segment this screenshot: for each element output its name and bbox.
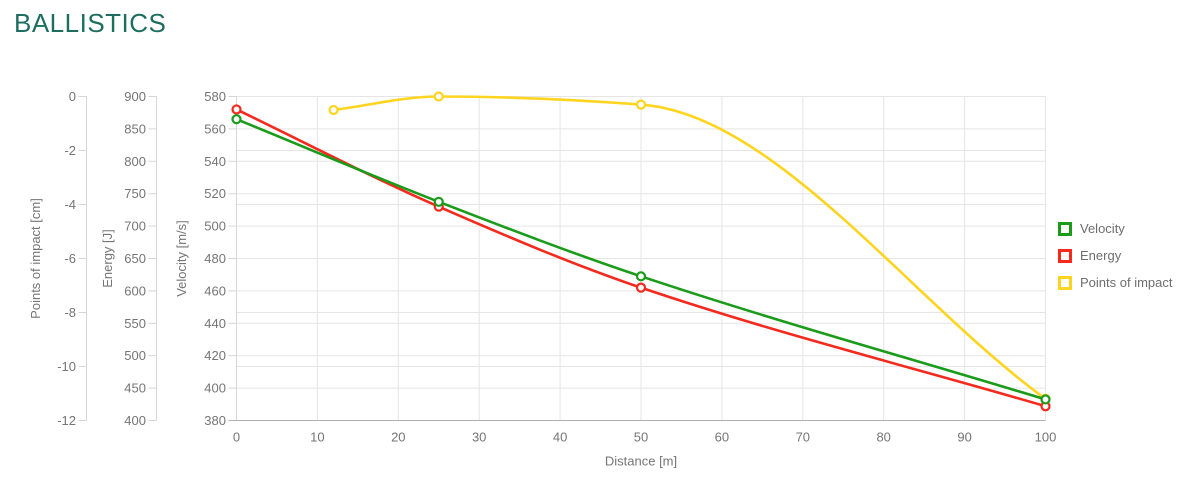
x-axis-tick-label: 100: [1035, 430, 1057, 445]
y-axis-tick-label-velocity: 500: [204, 219, 226, 234]
y-axis-tick-label-energy: 650: [124, 251, 146, 266]
x-axis-tick-label: 30: [472, 430, 486, 445]
y-axis-tick-label-energy: 900: [124, 89, 146, 104]
page-title: BALLISTICS: [14, 8, 167, 38]
data-point-velocity[interactable]: [231, 114, 242, 125]
y-axis-tick-label-poi: -4: [64, 197, 76, 212]
y-axis-title-velocity: Velocity [m/s]: [174, 220, 189, 297]
y-axis-tick-label-velocity: 440: [204, 316, 226, 331]
x-axis-title: Distance [m]: [605, 454, 677, 469]
y-axis-tick-label-velocity: 420: [204, 348, 226, 363]
data-point-velocity[interactable]: [433, 196, 444, 207]
y-axis-tick-label-energy: 550: [124, 316, 146, 331]
x-axis-tick-label: 10: [310, 430, 324, 445]
y-axis-tick-label-velocity: 460: [204, 283, 226, 298]
y-axis-title-energy: Energy [J]: [100, 229, 115, 288]
data-point-velocity[interactable]: [1040, 394, 1051, 405]
y-axis-tick-label-velocity: 380: [204, 413, 226, 428]
y-axis-tick-label-velocity: 400: [204, 381, 226, 396]
legend-item-energy[interactable]: Energy: [1058, 249, 1173, 263]
y-axis-tick-label-energy: 450: [124, 381, 146, 396]
y-axis-tick-label-velocity: 480: [204, 251, 226, 266]
data-point-energy[interactable]: [231, 104, 242, 115]
y-axis-tick-label-poi: -8: [64, 305, 76, 320]
legend-swatch-velocity-icon: [1058, 222, 1072, 236]
x-axis-tick-label: 60: [715, 430, 729, 445]
y-axis-tick-label-poi: -2: [64, 143, 76, 158]
x-axis-tick-label: 80: [876, 430, 890, 445]
legend-label-energy: Energy: [1080, 248, 1122, 263]
y-axis-tick-label-energy: 600: [124, 283, 146, 298]
y-axis-tick-label-poi: -10: [57, 359, 76, 374]
y-axis-title-poi: Points of impact [cm]: [28, 198, 43, 319]
x-axis-tick-label: 90: [957, 430, 971, 445]
legend-swatch-energy-icon: [1058, 249, 1072, 263]
data-point-points-of-impact[interactable]: [328, 104, 339, 116]
x-axis-tick-label: 70: [796, 430, 810, 445]
y-axis-tick-label-poi: -6: [64, 251, 76, 266]
x-axis-tick-label: 40: [553, 430, 567, 445]
legend-label-points-of-impact: Points of impact: [1080, 275, 1173, 290]
data-point-points-of-impact[interactable]: [433, 91, 444, 102]
y-axis-tick-label-velocity: 560: [204, 121, 226, 136]
y-axis-tick-label-energy: 750: [124, 186, 146, 201]
y-axis-tick-label-energy: 400: [124, 413, 146, 428]
y-axis-tick-label-velocity: 540: [204, 154, 226, 169]
data-point-points-of-impact[interactable]: [635, 99, 647, 110]
legend-swatch-points-of-impact-icon: [1058, 276, 1072, 290]
data-point-velocity[interactable]: [635, 271, 647, 282]
y-axis-tick-label-energy: 800: [124, 154, 146, 169]
x-axis-tick-label: 20: [391, 430, 405, 445]
y-axis-tick-label-velocity: 520: [204, 186, 226, 201]
legend-item-velocity[interactable]: Velocity: [1058, 222, 1173, 236]
series-line-points-of-impact: [333, 95, 1047, 400]
y-axis-tick-label-poi: -12: [57, 413, 76, 428]
chart-legend: Velocity Energy Points of impact: [1058, 222, 1173, 303]
y-axis-tick-label-energy: 700: [124, 219, 146, 234]
y-axis-tick-label-velocity: 580: [204, 89, 226, 104]
data-point-energy[interactable]: [635, 282, 647, 293]
x-axis-tick-label: 50: [634, 430, 648, 445]
x-axis-tick-label: 0: [233, 430, 240, 445]
y-axis-tick-label-energy: 850: [124, 121, 146, 136]
y-axis-tick-label-energy: 500: [124, 348, 146, 363]
y-axis-tick-label-poi: 0: [69, 89, 76, 104]
legend-label-velocity: Velocity: [1080, 221, 1125, 236]
legend-item-points-of-impact[interactable]: Points of impact: [1058, 276, 1173, 290]
series-line-velocity: [236, 117, 1046, 401]
